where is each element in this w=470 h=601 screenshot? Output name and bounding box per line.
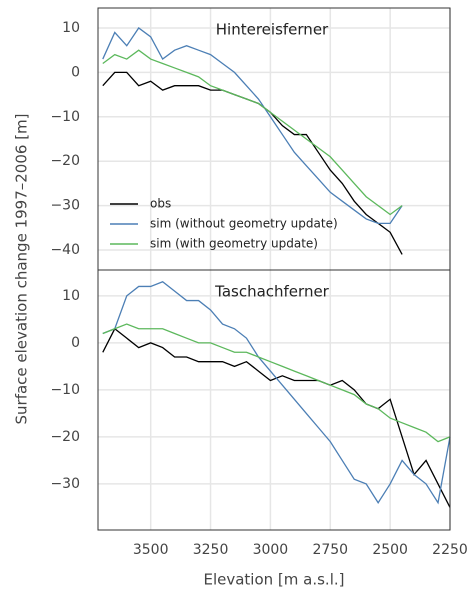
data-line: [102, 49, 403, 216]
legend-label: obs: [150, 197, 171, 211]
y-axis-label: Surface elevation change 1997–2006 [m]: [13, 113, 31, 424]
data-line: [102, 323, 451, 443]
y-tick-label: 0: [71, 335, 80, 351]
x-tick-label: 2750: [312, 542, 348, 558]
y-tick-label: −10: [50, 109, 80, 125]
data-line: [102, 27, 403, 225]
data-line: [102, 281, 451, 505]
x-axis-label: Elevation [m a.s.l.]: [203, 571, 344, 589]
y-tick-label: −20: [50, 429, 80, 445]
y-tick-label: −20: [50, 153, 80, 169]
x-tick-label: 2250: [432, 542, 468, 558]
y-tick-label: −30: [50, 198, 80, 214]
x-tick-label: 2500: [372, 542, 408, 558]
y-tick-label: −30: [50, 476, 80, 492]
panel-title: Taschachferner: [214, 283, 330, 301]
y-tick-label: 10: [62, 20, 80, 36]
panel-title: Hintereisferner: [216, 21, 329, 39]
y-tick-label: 0: [71, 64, 80, 80]
y-tick-label: −40: [50, 242, 80, 258]
plot-frame: [97, 269, 451, 531]
x-tick-label: 3250: [193, 542, 229, 558]
y-tick-label: 10: [62, 288, 80, 304]
x-tick-label: 3000: [253, 542, 289, 558]
legend-label: sim (with geometry update): [150, 237, 318, 251]
legend-label: sim (without geometry update): [150, 217, 338, 231]
x-tick-label: 3500: [133, 542, 169, 558]
y-tick-label: −10: [50, 382, 80, 398]
